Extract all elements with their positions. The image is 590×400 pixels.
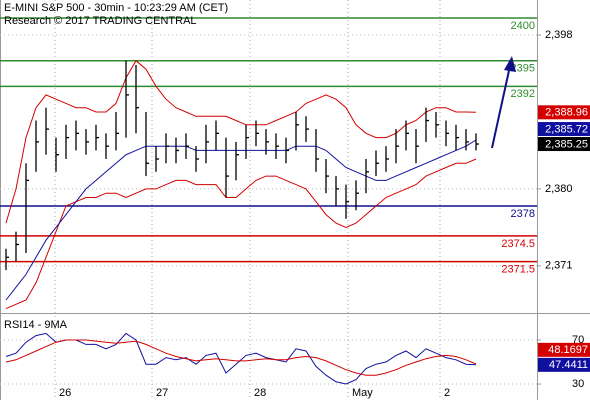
chart-title: E-MINI S&P 500 - 30min - 10:23:29 AM (CE…: [4, 2, 228, 14]
value-marker-label: 2,385.72: [545, 123, 588, 135]
level-label: 2392: [511, 88, 535, 100]
value-marker: [538, 357, 590, 372]
value-marker: [538, 122, 590, 137]
level-label: 2371.5: [501, 263, 535, 275]
y-tick-label: 30: [572, 378, 584, 390]
value-marker-label: 47.4411: [549, 359, 588, 371]
rsi-title: RSI14 - 9MA: [4, 319, 68, 331]
value-marker-label: 2,388.96: [545, 107, 588, 119]
line: [5, 339, 477, 376]
level-label: 2378: [511, 208, 535, 220]
line: [5, 59, 477, 224]
x-tick-label: 26: [59, 387, 71, 399]
value-marker: [538, 105, 590, 120]
level-label: 2395: [511, 63, 535, 75]
value-marker: [538, 137, 590, 152]
x-tick-label: 27: [156, 387, 168, 399]
line: [5, 332, 477, 385]
x-tick-label: May: [352, 387, 373, 399]
y-tick-label: 2,398: [545, 29, 573, 41]
arrow-head: [504, 56, 516, 72]
x-tick-label: 28: [254, 387, 266, 399]
line: [5, 139, 477, 301]
chart-subtitle: Research © 2017 TRADING CENTRAL: [4, 15, 197, 27]
y-tick-label: 2,371: [545, 260, 573, 272]
value-marker: [538, 342, 590, 357]
line: [5, 158, 477, 310]
forecast-arrow: [491, 65, 511, 149]
value-marker-label: 48.1697: [548, 344, 588, 356]
x-tick-label: 2: [444, 387, 450, 399]
value-marker-label: 2,385.25: [545, 138, 588, 150]
y-tick-label: 2,380: [545, 183, 573, 195]
level-label: 2374.5: [501, 238, 535, 250]
level-label: 2400: [511, 20, 535, 32]
